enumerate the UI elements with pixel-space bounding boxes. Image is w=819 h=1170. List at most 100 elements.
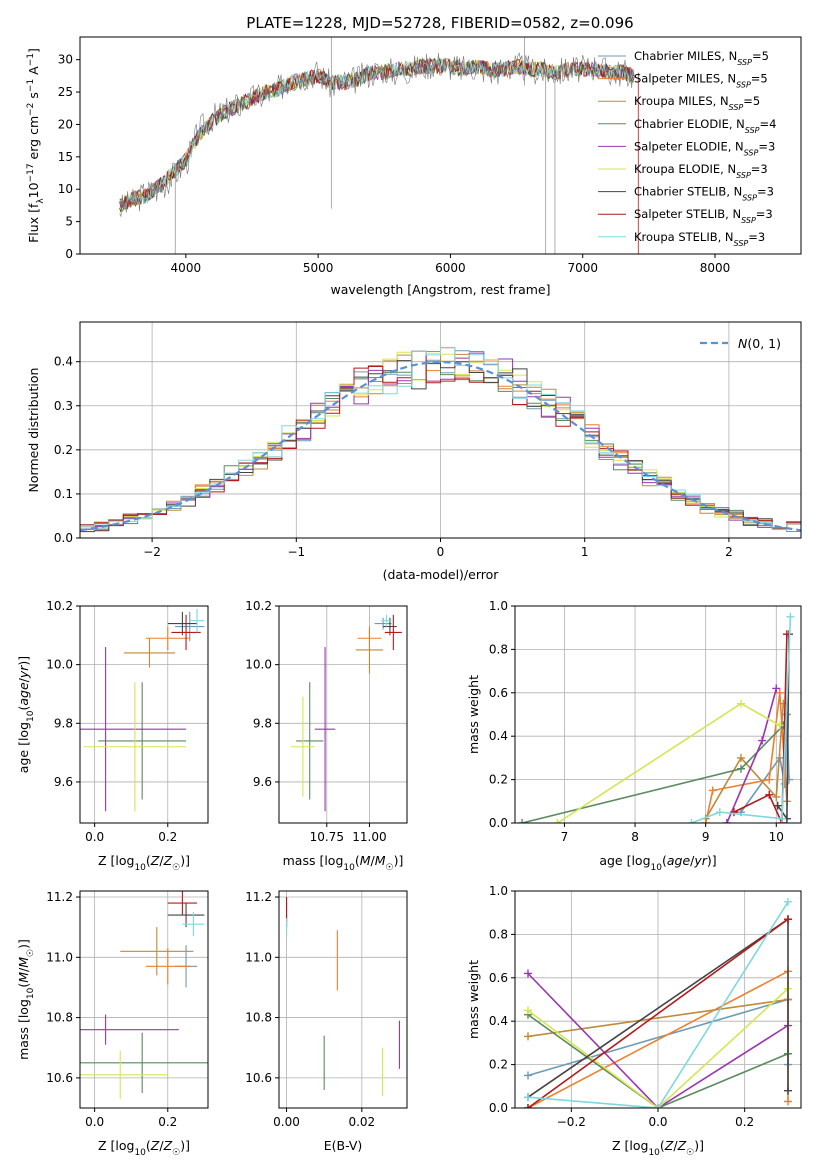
age_vs_mass-ytick-label: 9.6 [253,775,272,789]
spectrum-ylabel-part: ] [26,48,41,53]
age_vs_Z-ytick-label: 10.2 [46,599,73,613]
weight_vs_age-frame [514,605,802,824]
spectrum-legend-label: Chabrier STELIB, NSSP=3 [634,185,774,203]
weight_vs_Z-series-marker [524,1093,532,1102]
legend-text: Kroupa STELIB, N [634,230,734,244]
age_vs_Z-xlabel-part: 10 [134,863,146,873]
spectrum-legend-label: Salpeter STELIB, NSSP=3 [634,207,773,225]
mass_vs_Z-ylabel-part: ☉ [26,949,36,957]
residual_hist-ytick-label: 0.1 [54,487,73,501]
spectrum-ylabel-part: s [26,92,41,103]
age_vs_Z-xlabel-part: Z [log [98,853,134,868]
normal-curve [80,360,801,532]
hist-step-8 [80,346,801,531]
age_vs_mass-xlabel: mass [log10(M/M☉)] [283,853,404,873]
weight_vs_age-series-marker [736,699,745,708]
legend-sub: SSP [734,238,749,247]
weight_vs_Z-series-line [527,901,789,1108]
age_vs_Z-xtick-label: 0.0 [85,830,104,844]
age_vs_mass-xtick-label: 10.75 [310,830,344,844]
spectrum-legend-label: Salpeter MILES, NSSP=5 [634,72,768,90]
weight_vs_age-xtick-label: 7 [561,830,569,844]
weight_vs_Z-xlabel-part: 10 [648,1148,660,1158]
mass_vs_Z-xlabel-part: Z [log [98,1138,134,1153]
weight_vs_age-series-marker [772,684,781,693]
weight_vs_age-series-marker [775,721,784,730]
weight_vs_age-plot-area [518,612,795,823]
spectrum-ylabel-part: −1 [26,79,36,92]
legend-tail: =3 [758,139,775,153]
weight_vs_Z-xlabel-part: Z [664,1138,674,1153]
weight_vs_age-ytick-label: 0.6 [489,686,508,700]
age_vs_Z-ylabel-part: 10 [26,710,36,722]
mass_vs_EBV-ytick-label: 10.6 [245,1071,272,1085]
weight_vs_Z-series-line [527,988,789,1108]
age_vs_Z-ylabel: age [log10(age/yr)] [16,656,36,773]
legend-sub: SSP [745,125,760,134]
mass_vs_Z-plot-area [80,891,208,1099]
age_vs_mass-xlabel-part: mass [log [283,853,344,868]
hist-legend-label-part: (0, 1) [747,336,781,351]
mass_vs_Z-xlabel-part: Z [150,1138,160,1153]
weight_vs_Z-series-marker [524,1006,532,1015]
legend-tail: =5 [743,94,760,108]
weight_vs_age-series-marker [736,764,745,773]
weight_vs_Z-series-marker [524,1032,532,1041]
weight_vs_age-series-marker [773,801,782,810]
mass_vs_EBV-frame [278,890,408,1109]
weight_vs_Z-ytick-label: 1.0 [489,884,508,898]
spectrum-ytick-label: 20 [58,117,73,131]
spectrum-legend-label: Salpeter ELODIE, NSSP=3 [634,139,775,157]
spectrum-frame [79,36,802,255]
weight_vs_Z-xlabel-part: ( [660,1138,665,1153]
weight_vs_Z-series-marker [654,1104,662,1108]
spectrum-legend-label: Kroupa STELIB, NSSP=3 [634,230,765,248]
weight_vs_age-series-marker [777,814,786,823]
spectrum-ylabel-part: 10 [26,182,41,198]
legend-tail: =5 [751,72,768,86]
weight_vs_age-xlabel-part: yr [693,853,707,868]
age_vs_Z-xlabel-part: / [159,853,164,868]
age_vs_Z-xlabel-part: Z [150,853,160,868]
spectrum-legend-label: Kroupa MILES, NSSP=5 [634,94,760,112]
mass_vs_Z-ylabel: mass [log10(M/M☉)] [16,939,36,1060]
age_vs_mass-xlabel-part: 10 [343,863,355,873]
mass_vs_Z-xlabel-part: 10 [134,1148,146,1158]
weight_vs_Z-series-marker [784,1086,792,1095]
weight_vs_Z-xlabel-part: Z [log [612,1138,648,1153]
mass_vs_Z-ylabel-part: 10 [26,987,36,999]
weight_vs_age-xlabel-part: age [log [599,853,650,868]
spectrum-xtick-label: 4000 [171,261,202,275]
mass_vs_Z-ytick-label: 11.2 [46,890,73,904]
mass_vs_Z-xtick-label: 0.2 [158,1115,177,1129]
mass_vs_Z-ylabel-part: / [16,967,31,972]
spectrum-xlabel: wavelength [Angstrom, rest frame] [330,282,550,297]
weight_vs_age-series-line [705,703,785,820]
residual_hist-ytick-label: 0.4 [54,355,73,369]
weight_vs_age-series-line [691,616,792,823]
spectrum-ylabel-part: −1 [26,53,36,66]
weight_vs_age-series-marker [775,688,784,697]
weight_vs_age-series-marker [729,808,738,817]
spectrum-legend-label: Chabrier ELODIE, NSSP=4 [634,117,776,135]
age_vs_mass-xlabel-part: M [375,853,386,868]
weight_vs_Z-series-line [527,1014,789,1108]
spectrum-xtick-label: 7000 [567,261,598,275]
weight_vs_Z-frame [514,890,802,1109]
legend-text: Salpeter STELIB, N [634,207,741,221]
weight_vs_Z-xlabel: Z [log10(Z/Z☉)] [612,1138,704,1158]
spectrum-panel: 4000 5000 6000 7000 8000 0 5 10 15 20 25 30 waveleng… [26,36,802,297]
legend-text: Salpeter MILES, N [634,72,736,86]
age_vs_Z-ylabel-part: yr [16,665,31,679]
age_vs_Z-ytick-label: 10.0 [46,658,73,672]
weight_vs_Z-xtick-label: 0.2 [735,1115,754,1129]
weight_vs_age-ytick-label: 0.4 [489,729,508,743]
age_vs_Z-xtick-label: 0.2 [158,830,177,844]
spectrum-plot-area [119,37,639,254]
legend-text: Kroupa ELODIE, N [634,162,736,176]
weight_vs_age-ytick-label: 0.0 [489,816,508,830]
hist-step-4 [80,352,801,530]
age_vs_Z-panel: 0.0 0.29.69.810.010.2Z [log10(Z/Z☉)]age [… [16,599,209,873]
legend-text: Kroupa MILES, N [634,94,729,108]
legend-sub: SSP [737,58,752,67]
